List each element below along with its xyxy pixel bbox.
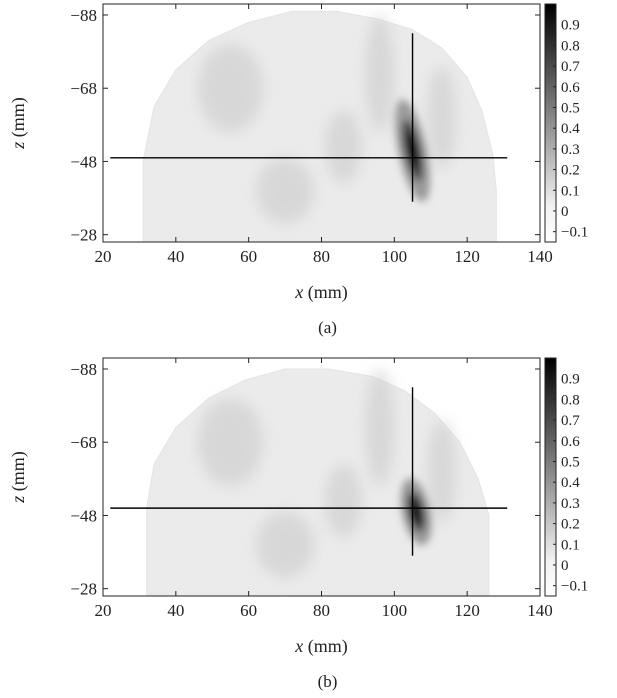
- x-axis-label: x (mm): [294, 282, 348, 303]
- colorbar-tick-label: 0.4: [561, 121, 580, 137]
- colorbar-tick-label: 0: [561, 558, 569, 574]
- colorbar-tick-label: 0.5: [561, 100, 580, 116]
- colorbar-tick-label: 0.1: [561, 183, 580, 199]
- x-axis-label: x (mm): [294, 636, 348, 657]
- x-tick-label: 20: [95, 601, 112, 620]
- colorbar-tick-label: 0.6: [561, 434, 580, 450]
- y-axis-label: z (mm): [8, 97, 29, 150]
- y-tick-label: −88: [70, 6, 97, 25]
- y-tick-label: −88: [70, 360, 97, 379]
- panel-caption: (b): [318, 672, 338, 691]
- colorbar-tick-label: 0.1: [561, 537, 580, 553]
- x-tick-label: 40: [167, 247, 184, 266]
- x-tick-label: 100: [382, 601, 408, 620]
- x-tick-label: 140: [527, 601, 553, 620]
- colorbar-tick-label: 0.8: [561, 392, 580, 408]
- heatmap-image: [142, 10, 497, 242]
- y-tick-label: −48: [70, 506, 97, 525]
- x-tick-label: 80: [313, 601, 330, 620]
- x-tick-label: 60: [240, 601, 257, 620]
- colorbar-tick-label: 0.3: [561, 496, 580, 512]
- colorbar-tick-label: 0.7: [561, 59, 580, 75]
- colorbar-tick-label: 0.2: [561, 517, 580, 533]
- colorbar: [544, 3, 557, 243]
- x-tick-label: 100: [382, 247, 408, 266]
- colorbar-tick-label: 0.9: [561, 372, 580, 388]
- y-axis-label: z (mm): [8, 451, 29, 504]
- y-tick-label: −68: [70, 433, 97, 452]
- colorbar-tick-label: 0.9: [561, 18, 580, 34]
- colorbar-tick-label: 0.6: [561, 80, 580, 96]
- colorbar-tick-label: 0.7: [561, 413, 580, 429]
- heatmap-image: [146, 368, 490, 596]
- panel-caption: (a): [318, 318, 337, 337]
- hotspot: [400, 478, 432, 546]
- x-tick-label: 60: [240, 247, 257, 266]
- x-tick-label: 20: [95, 247, 112, 266]
- panel-a: 20 40 60 80 100 120 140 −88 −68 −48 −28 x (mm) z (mm…: [8, 3, 588, 337]
- x-tick-label: 120: [454, 247, 480, 266]
- colorbar-tick-label: −0.1: [561, 225, 588, 241]
- colorbar-tick-label: −0.1: [561, 579, 588, 595]
- colorbar-tick-label: 0.4: [561, 475, 580, 491]
- colorbar-tick-label: 0: [561, 204, 569, 220]
- x-tick-label: 140: [527, 247, 553, 266]
- colorbar-tick-label: 0.2: [561, 163, 580, 179]
- x-tick-label: 40: [167, 601, 184, 620]
- panel-b: 20 40 60 80 100 120 140 −88 −68 −48 −28 x (mm) z (mm…: [8, 357, 588, 691]
- colorbar-tick-label: 0.3: [561, 142, 580, 158]
- y-tick-label: −48: [70, 152, 97, 171]
- x-tick-label: 120: [454, 601, 480, 620]
- colorbar-tick-label: 0.5: [561, 454, 580, 470]
- x-tick-label: 80: [313, 247, 330, 266]
- colorbar: [544, 357, 557, 597]
- colorbar-tick-label: 0.8: [561, 38, 580, 54]
- y-tick-label: −28: [70, 226, 97, 245]
- y-tick-label: −68: [70, 79, 97, 98]
- y-tick-label: −28: [70, 580, 97, 599]
